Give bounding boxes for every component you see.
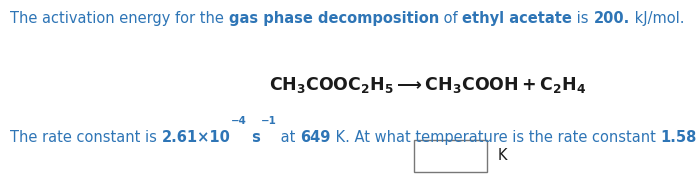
Text: gas phase decomposition: gas phase decomposition xyxy=(229,11,439,26)
Text: 2.61×10: 2.61×10 xyxy=(162,130,231,145)
Text: K: K xyxy=(498,148,507,163)
Text: 1.58×10: 1.58×10 xyxy=(661,130,696,145)
Text: is: is xyxy=(572,11,594,26)
Text: ethyl acetate: ethyl acetate xyxy=(462,11,572,26)
Text: The rate constant is: The rate constant is xyxy=(10,130,162,145)
Text: −1: −1 xyxy=(260,116,276,126)
Text: 200.: 200. xyxy=(594,11,630,26)
Bar xyxy=(414,140,487,172)
Text: s: s xyxy=(246,130,260,145)
Text: −4: −4 xyxy=(231,116,246,126)
Text: at: at xyxy=(276,130,300,145)
Text: $\mathbf{CH_3COOC_2H_5{\longrightarrow}CH_3COOH + C_2H_4}$: $\mathbf{CH_3COOC_2H_5{\longrightarrow}C… xyxy=(269,75,587,95)
Text: of: of xyxy=(439,11,462,26)
Text: K. At what temperature is the rate constant: K. At what temperature is the rate const… xyxy=(331,130,661,145)
Text: The activation energy for the: The activation energy for the xyxy=(10,11,229,26)
Text: kJ/mol.: kJ/mol. xyxy=(630,11,684,26)
Text: 649: 649 xyxy=(300,130,331,145)
